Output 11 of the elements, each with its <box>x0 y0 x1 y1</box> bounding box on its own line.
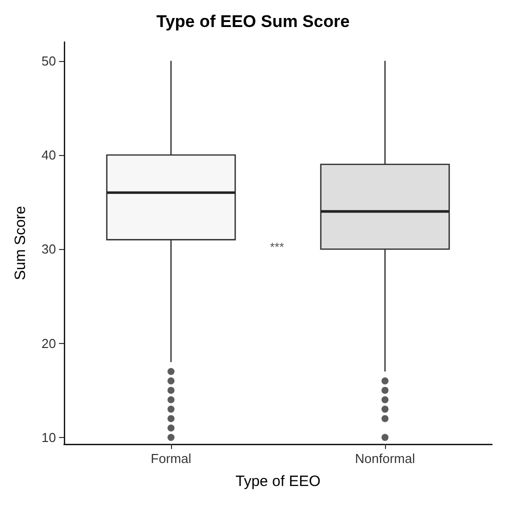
chart-title: Type of EEO Sum Score <box>156 12 350 31</box>
x-tick-label: Formal <box>150 451 192 466</box>
x-tick-label: Nonformal <box>355 451 416 466</box>
y-tick-label: 30 <box>42 242 56 257</box>
y-tick-label: 10 <box>42 430 56 445</box>
y-tick-label: 40 <box>42 147 56 162</box>
x-axis-title: Type of EEO <box>235 473 321 490</box>
y-tick-label: 50 <box>42 53 56 68</box>
annotation: *** <box>270 240 284 254</box>
y-tick-label: 20 <box>42 336 56 351</box>
y-axis-title: Sum Score <box>12 206 29 280</box>
